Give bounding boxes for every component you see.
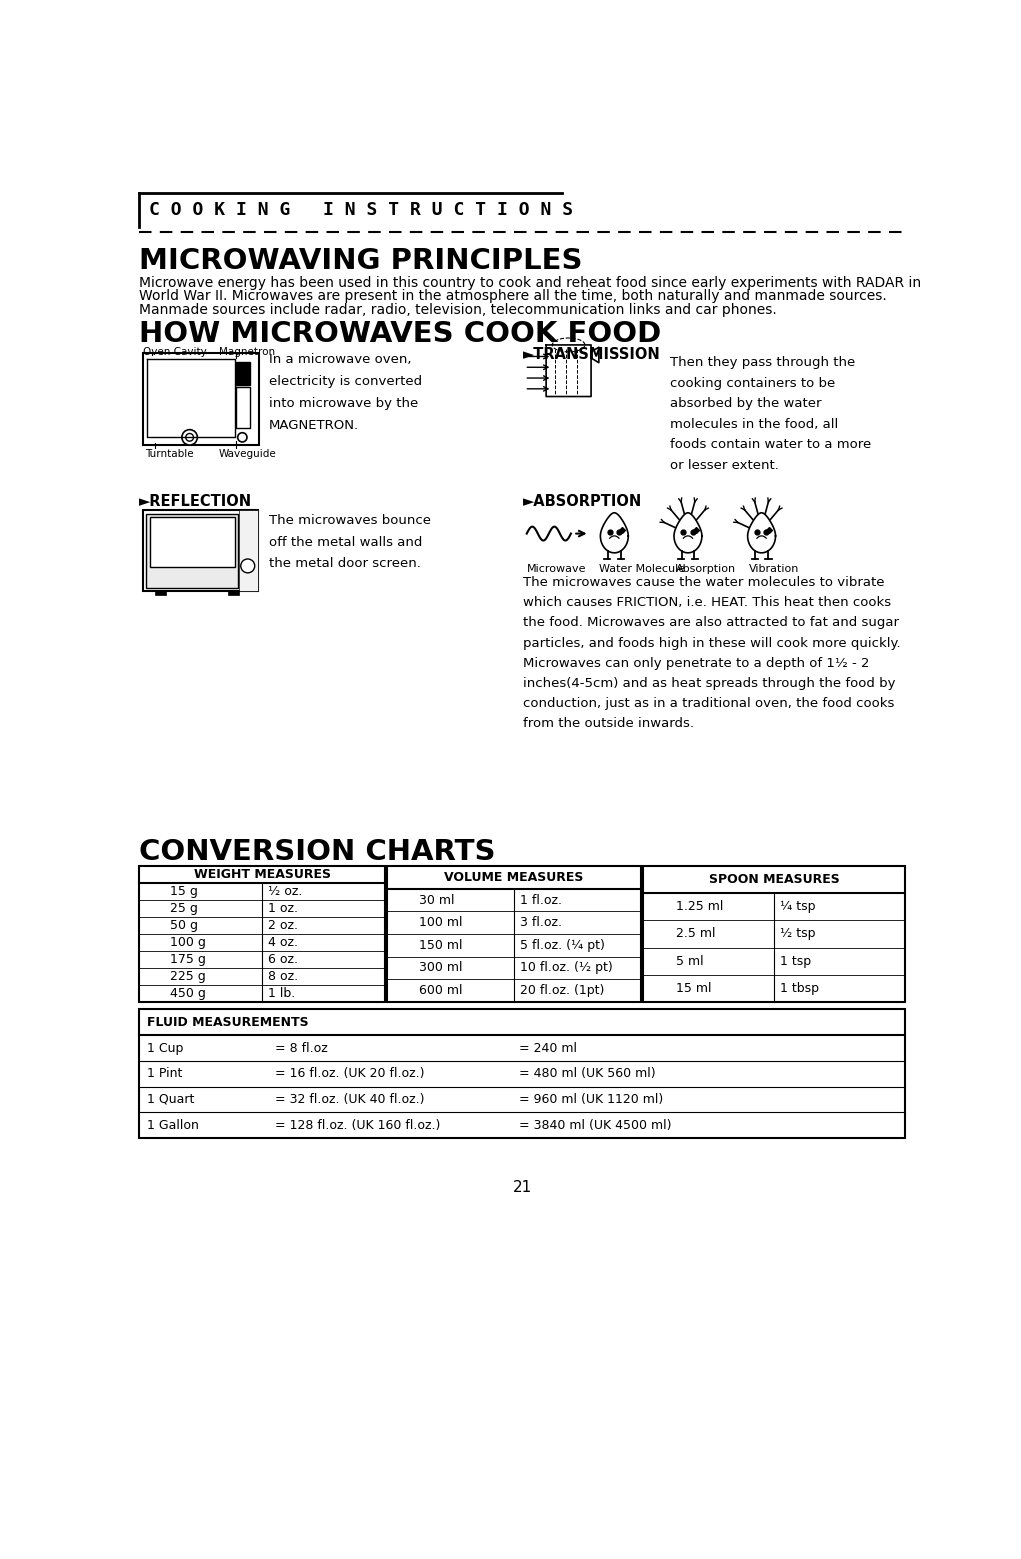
Text: World War II. Microwaves are present in the atmosphere all the time, both natura: World War II. Microwaves are present in …: [139, 290, 887, 304]
Text: ►ABSORPTION: ►ABSORPTION: [523, 494, 642, 508]
Text: = 480 ml (UK 560 ml): = 480 ml (UK 560 ml): [519, 1068, 655, 1080]
Text: In a microwave oven,
electricity is converted
into microwave by the
MAGNETRON.: In a microwave oven, electricity is conv…: [269, 352, 422, 432]
Text: Microwave: Microwave: [527, 564, 586, 574]
Bar: [387, 867, 640, 1002]
Text: 100 g: 100 g: [169, 935, 206, 949]
Text: 2.5 ml: 2.5 ml: [676, 928, 716, 940]
Text: CONVERSION CHARTS: CONVERSION CHARTS: [139, 837, 496, 865]
Text: The microwaves bounce
off the metal walls and
the metal door screen.: The microwaves bounce off the metal wall…: [269, 514, 431, 571]
Bar: [143, 510, 258, 591]
Text: ►REFLECTION: ►REFLECTION: [139, 494, 252, 508]
Text: 50 g: 50 g: [169, 918, 198, 932]
Text: Turntable: Turntable: [145, 449, 193, 458]
Text: 10 fl.oz. (½ pt): 10 fl.oz. (½ pt): [520, 962, 613, 974]
Text: The microwaves cause the water molecules to vibrate
which causes FRICTION, i.e. : The microwaves cause the water molecules…: [523, 575, 901, 730]
Text: 2 oz.: 2 oz.: [269, 918, 298, 932]
Text: ½ tsp: ½ tsp: [780, 928, 816, 940]
Text: C O O K I N G   I N S T R U C T I O N S: C O O K I N G I N S T R U C T I O N S: [149, 201, 574, 220]
Text: Magnetron: Magnetron: [220, 348, 276, 357]
Text: FLUID MEASUREMENTS: FLUID MEASUREMENTS: [147, 1016, 308, 1029]
Text: 600 ml: 600 ml: [419, 984, 463, 996]
Polygon shape: [747, 513, 776, 553]
Text: 5 fl.oz. (¼ pt): 5 fl.oz. (¼ pt): [520, 939, 605, 953]
Text: 1 fl.oz.: 1 fl.oz.: [520, 893, 563, 907]
Text: Oven Cavity: Oven Cavity: [143, 348, 207, 357]
Text: 450 g: 450 g: [169, 987, 206, 999]
Text: 1 Quart: 1 Quart: [147, 1093, 194, 1105]
Bar: [139, 867, 385, 1002]
Text: 175 g: 175 g: [169, 953, 206, 967]
Text: 1 Cup: 1 Cup: [147, 1041, 184, 1054]
Text: 6 oz.: 6 oz.: [269, 953, 298, 967]
Text: 100 ml: 100 ml: [419, 917, 463, 929]
Circle shape: [238, 433, 247, 441]
Text: ►TRANSMISSION: ►TRANSMISSION: [523, 348, 661, 362]
Text: Then they pass through the
cooking containers to be
absorbed by the water
molecu: Then they pass through the cooking conta…: [670, 357, 871, 472]
Bar: [150, 518, 235, 566]
Text: Vibration: Vibration: [749, 564, 799, 574]
Text: 8 oz.: 8 oz.: [269, 970, 298, 982]
Text: 1 tsp: 1 tsp: [780, 954, 812, 968]
Polygon shape: [674, 513, 701, 553]
Text: 1 Gallon: 1 Gallon: [147, 1119, 199, 1132]
Text: = 32 fl.oz. (UK 40 fl.oz.): = 32 fl.oz. (UK 40 fl.oz.): [275, 1093, 425, 1105]
Text: 1.25 ml: 1.25 ml: [676, 901, 723, 914]
Bar: [239, 510, 258, 591]
Text: Water Molecule: Water Molecule: [599, 564, 685, 574]
Text: 20 fl.oz. (1pt): 20 fl.oz. (1pt): [520, 984, 604, 996]
Text: 1 oz.: 1 oz.: [269, 903, 298, 915]
Text: 15 ml: 15 ml: [676, 982, 712, 995]
Text: VOLUME MEASURES: VOLUME MEASURES: [444, 871, 584, 884]
Text: 4 oz.: 4 oz.: [269, 935, 298, 949]
Text: Manmade sources include radar, radio, television, telecommunication links and ca: Manmade sources include radar, radio, te…: [139, 304, 777, 318]
Bar: [146, 513, 238, 588]
Text: 150 ml: 150 ml: [419, 939, 463, 953]
Text: Absorption: Absorption: [676, 564, 736, 574]
Text: 5 ml: 5 ml: [676, 954, 703, 968]
Text: 1 tbsp: 1 tbsp: [780, 982, 819, 995]
Text: = 3840 ml (UK 4500 ml): = 3840 ml (UK 4500 ml): [519, 1119, 672, 1132]
Text: = 960 ml (UK 1120 ml): = 960 ml (UK 1120 ml): [519, 1093, 664, 1105]
Text: = 8 fl.oz: = 8 fl.oz: [275, 1041, 328, 1054]
Text: Microwave energy has been used in this country to cook and reheat food since ear: Microwave energy has been used in this c…: [139, 276, 921, 290]
Bar: [643, 867, 905, 1002]
Bar: [236, 362, 250, 385]
Text: = 240 ml: = 240 ml: [519, 1041, 577, 1054]
Text: 1 Pint: 1 Pint: [147, 1068, 183, 1080]
Text: MICROWAVING PRINCIPLES: MICROWAVING PRINCIPLES: [139, 248, 583, 274]
Bar: [143, 352, 259, 444]
Circle shape: [182, 430, 197, 444]
Text: 3 fl.oz.: 3 fl.oz.: [520, 917, 563, 929]
Text: ¼ tsp: ¼ tsp: [780, 901, 816, 914]
Bar: [155, 591, 165, 596]
Text: 1 lb.: 1 lb.: [269, 987, 295, 999]
Text: 25 g: 25 g: [169, 903, 198, 915]
Polygon shape: [600, 513, 628, 553]
Text: 30 ml: 30 ml: [419, 893, 454, 907]
Text: 300 ml: 300 ml: [419, 962, 463, 974]
Circle shape: [186, 433, 194, 441]
Text: = 16 fl.oz. (UK 20 fl.oz.): = 16 fl.oz. (UK 20 fl.oz.): [275, 1068, 425, 1080]
Circle shape: [241, 560, 254, 572]
Bar: [139, 1009, 905, 1138]
Text: SPOON MEASURES: SPOON MEASURES: [709, 873, 839, 886]
Text: 15 g: 15 g: [169, 886, 198, 898]
Text: = 128 fl.oz. (UK 160 fl.oz.): = 128 fl.oz. (UK 160 fl.oz.): [275, 1119, 440, 1132]
Text: 225 g: 225 g: [169, 970, 205, 982]
Text: WEIGHT MEASURES: WEIGHT MEASURES: [194, 868, 331, 881]
Text: Waveguide: Waveguide: [220, 449, 277, 458]
Bar: [229, 591, 239, 596]
Text: HOW MICROWAVES COOK FOOD: HOW MICROWAVES COOK FOOD: [139, 320, 662, 348]
Text: ½ oz.: ½ oz.: [269, 886, 302, 898]
Text: 21: 21: [514, 1180, 533, 1196]
